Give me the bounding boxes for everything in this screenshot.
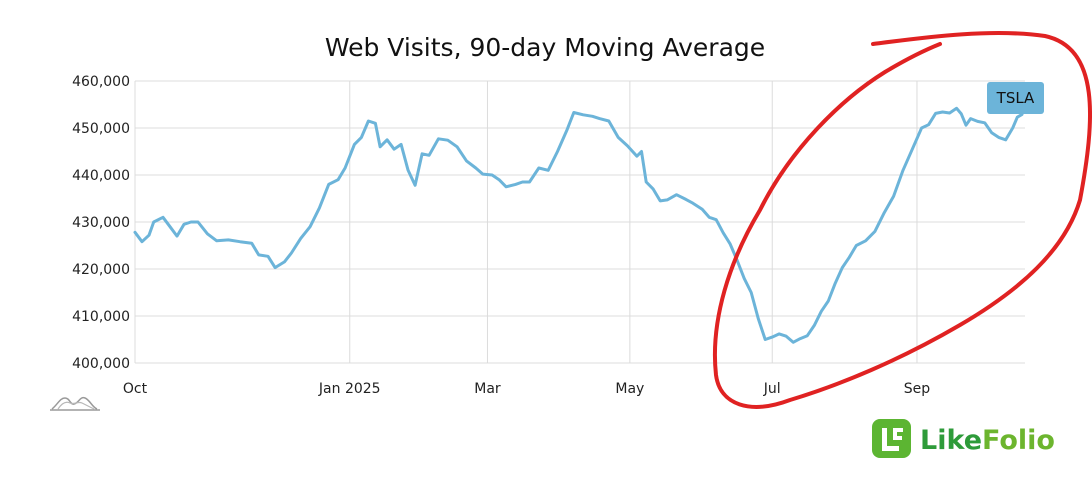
x-tick-label: Sep [904,381,931,397]
x-axis-ticks: Oct Jan 2025 Mar May Jul Sep [123,381,930,397]
x-tick-label: Mar [474,381,501,397]
likefolio-logo-icon [872,419,911,458]
hand-drawn-ellipse-annotation [712,31,1092,409]
y-tick-label: 440,000 [72,168,130,184]
logo-text-like: Like [920,425,982,456]
x-tick-label: Jan 2025 [318,381,381,397]
legend-swatch [987,82,1044,114]
logo-text: LikeFolio [920,425,1055,456]
x-tick-label: Oct [123,381,148,397]
legend-label-tsla: TSLA [996,89,1035,107]
y-tick-label: 420,000 [72,262,130,278]
chart-title: Web Visits, 90-day Moving Average [325,33,765,62]
likefolio-logo: LikeFolio [872,419,1055,458]
y-tick-label: 430,000 [72,215,130,231]
logo-text-folio: Folio [982,425,1055,456]
y-tick-label: 460,000 [72,74,130,90]
legend[interactable]: TSLA [987,82,1044,114]
y-axis-ticks: 400,000 410,000 420,000 430,000 440,000 450,0… [72,74,130,372]
horizontal-gridlines [135,80,1025,364]
y-tick-label: 450,000 [72,121,130,137]
x-tick-label: May [615,381,644,397]
y-tick-label: 400,000 [72,356,130,372]
series-line-tsla [133,106,1024,344]
mountain-chart-icon [50,396,100,411]
y-tick-label: 410,000 [72,309,130,325]
x-tick-label: Jul [763,381,781,397]
